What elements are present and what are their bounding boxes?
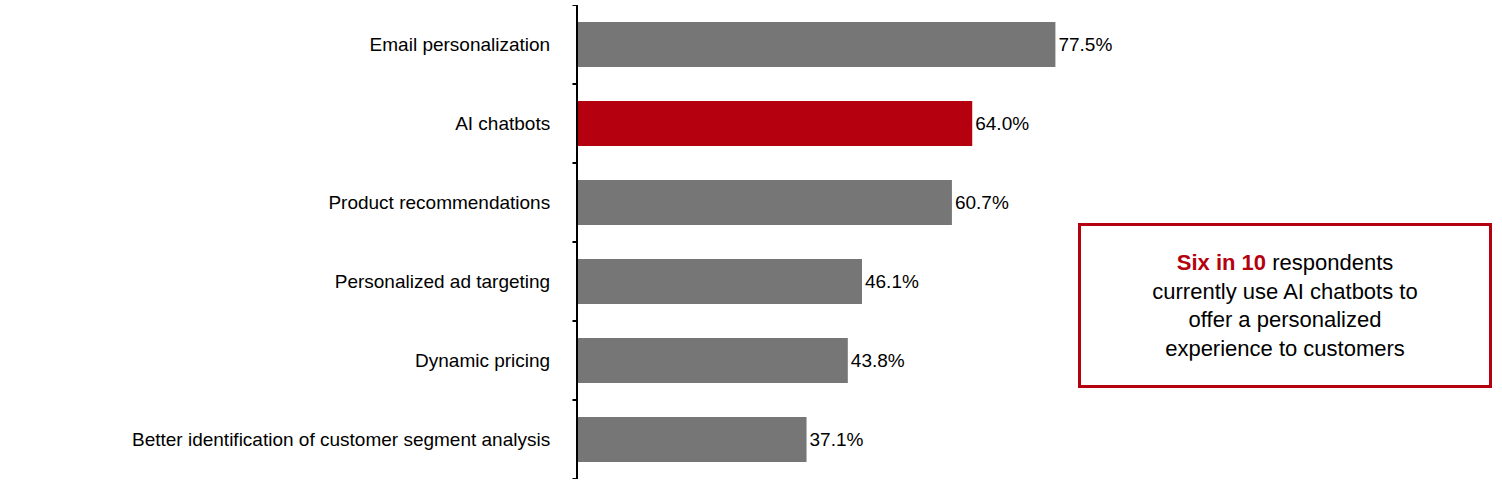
svg-text:43.8%: 43.8% (851, 350, 905, 371)
svg-text:Better identification of custo: Better identification of customer segmen… (132, 429, 550, 450)
svg-text:Personalized ad targeting: Personalized ad targeting (335, 271, 550, 292)
svg-text:77.5%: 77.5% (1058, 34, 1112, 55)
svg-text:Six in 10 respondentscurrently: Six in 10 respondentscurrently use AI ch… (1152, 250, 1417, 361)
svg-text:AI chatbots: AI chatbots (455, 113, 550, 134)
svg-text:Email personalization: Email personalization (370, 34, 551, 55)
svg-text:60.7%: 60.7% (955, 192, 1009, 213)
svg-text:Dynamic pricing: Dynamic pricing (415, 350, 550, 371)
svg-text:46.1%: 46.1% (865, 271, 919, 292)
svg-text:64.0%: 64.0% (975, 113, 1029, 134)
svg-text:Product recommendations: Product recommendations (328, 192, 550, 213)
svg-text:37.1%: 37.1% (810, 429, 864, 450)
